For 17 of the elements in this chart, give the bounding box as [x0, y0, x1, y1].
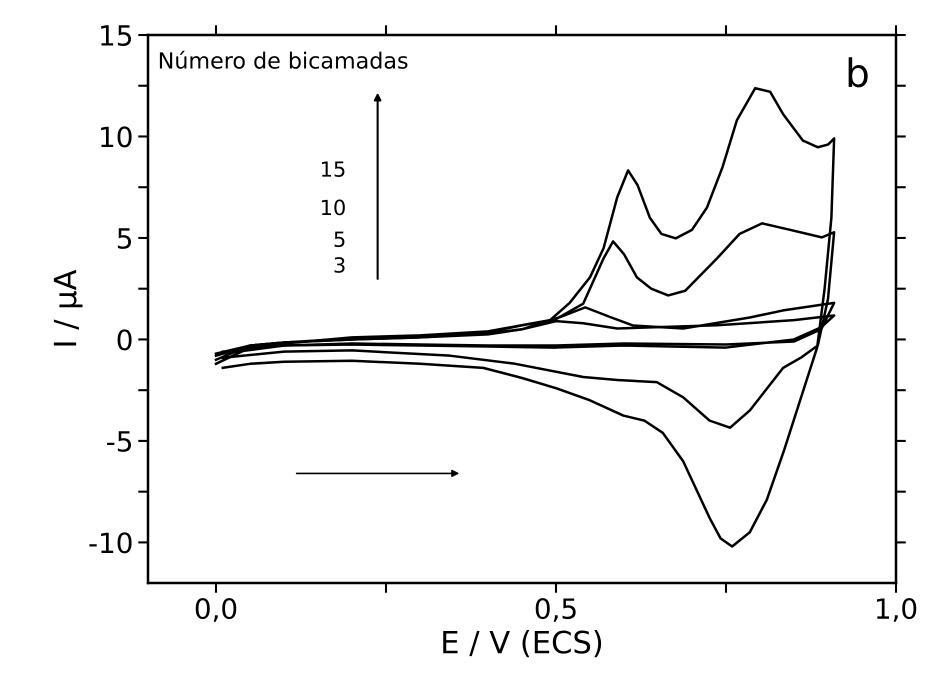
x-tick-label: 0,0: [196, 598, 236, 622]
annotation: Número de bicamadas: [160, 50, 408, 69]
annotation: 5: [334, 232, 344, 248]
annotation: 3: [334, 257, 345, 273]
y-tick-label: 0: [118, 329, 132, 350]
x-axis-title: E / V (ECS): [443, 630, 602, 658]
y-tick-label: 15: [101, 25, 131, 46]
annotation: 15: [322, 161, 344, 177]
y-axis-title: I / μA: [54, 270, 82, 346]
y-tick-label: 5: [118, 228, 131, 249]
annotation: 10: [322, 200, 345, 216]
y-tick-label: 10: [101, 126, 132, 148]
x-tick-label: 0,5: [536, 598, 576, 622]
y-tick-label: -10: [89, 532, 132, 554]
annotation: b: [848, 57, 868, 88]
y-tick-label: -5: [107, 431, 131, 452]
x-tick-label: 1,0: [876, 598, 916, 622]
